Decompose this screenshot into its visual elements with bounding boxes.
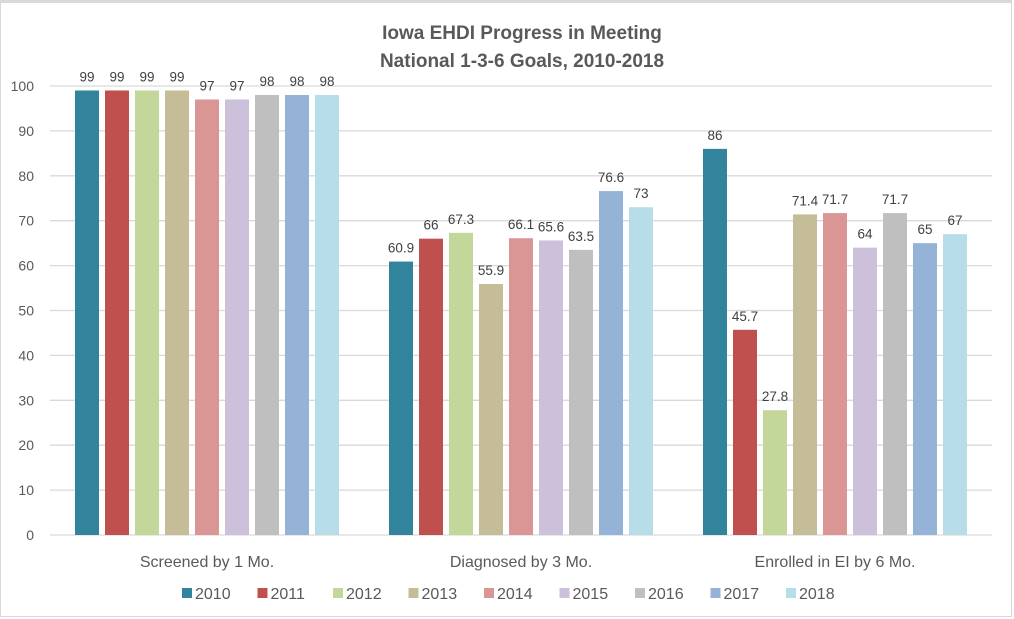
legend-label: 2010 (195, 586, 231, 603)
data-label: 73 (633, 186, 648, 201)
data-label: 98 (319, 74, 334, 89)
bar-2013-3 (793, 214, 817, 535)
data-label: 99 (139, 69, 154, 84)
y-tick-label: 0 (26, 527, 34, 543)
data-label: 60.9 (388, 241, 414, 256)
legend-swatch-2013 (408, 588, 419, 598)
bar-2015-1 (225, 99, 249, 535)
data-label: 71.4 (792, 193, 819, 208)
bar-2010-1 (75, 90, 99, 536)
x-category-label: Screened by 1 Mo. (140, 554, 274, 571)
y-tick-label: 20 (18, 437, 34, 453)
data-label: 98 (259, 74, 274, 89)
bar-2010-2 (389, 261, 413, 535)
y-tick-label: 90 (18, 123, 34, 139)
legend-swatch-2012 (333, 588, 343, 598)
data-label: 97 (199, 78, 214, 93)
bar-2016-2 (569, 249, 593, 535)
legend-label: 2016 (648, 586, 684, 603)
legend-label: 2014 (497, 586, 533, 603)
bar-2016-3 (883, 213, 907, 535)
bar-2010-3 (703, 148, 727, 536)
legend-label: 2018 (799, 586, 835, 603)
data-label: 71.7 (882, 192, 908, 207)
bar-2017-2 (599, 191, 623, 536)
data-label: 99 (169, 69, 184, 84)
data-label: 86 (707, 128, 722, 143)
legend-swatch-2017 (710, 588, 721, 598)
bars (75, 90, 967, 536)
legend: 2010 2011 2012 2013 2014 2015 2016 2017 2018 (182, 586, 835, 603)
legend-label: 2011 (271, 586, 306, 603)
data-label: 64 (857, 227, 873, 242)
data-label: 76.6 (598, 170, 624, 185)
bar-2013-2 (479, 284, 503, 535)
y-tick-label: 70 (18, 213, 34, 229)
legend-label: 2017 (724, 586, 760, 603)
data-label: 27.8 (762, 389, 788, 404)
x-category-label: Diagnosed by 3 Mo. (450, 554, 592, 571)
bar-2014-1 (195, 99, 219, 535)
data-label: 65 (917, 222, 932, 237)
data-label: 55.9 (478, 263, 504, 278)
bar-2017-3 (913, 243, 937, 535)
bar-2011-3 (733, 329, 757, 535)
bar-2014-2 (509, 238, 533, 535)
data-label: 99 (109, 69, 124, 84)
bar-2012-1 (135, 90, 159, 536)
bar-2011-2 (419, 238, 443, 535)
data-label: 99 (79, 69, 94, 84)
data-label: 65.6 (538, 219, 564, 234)
y-tick-label: 10 (18, 482, 34, 498)
y-tick-label: 30 (18, 392, 34, 408)
bar-2013-1 (165, 90, 189, 536)
y-tick-label: 40 (18, 347, 34, 363)
bar-2011-1 (105, 90, 129, 536)
data-label: 66.1 (508, 217, 534, 232)
data-label: 98 (289, 74, 304, 89)
data-label: 67.3 (448, 212, 474, 227)
bar-2016-1 (255, 94, 279, 535)
y-tick-label: 80 (18, 168, 34, 184)
data-label: 97 (229, 78, 244, 93)
data-label: 45.7 (732, 309, 758, 324)
legend-label: 2015 (573, 586, 609, 603)
data-label: 67 (947, 213, 962, 228)
bar-2018-3 (943, 234, 967, 536)
bar-2018-2 (629, 207, 653, 536)
data-label: 66 (423, 218, 438, 233)
data-labels: 99 99 99 99 97 97 98 98 98 60.9 66 67.3 55.9 66.1 65.6… (79, 69, 962, 404)
legend-swatch-2011 (257, 588, 268, 598)
legend-label: 2013 (422, 586, 458, 603)
legend-swatch-2018 (786, 588, 796, 598)
y-tick-label: 50 (18, 303, 34, 319)
y-tick-label: 100 (11, 78, 35, 94)
legend-label: 2012 (346, 586, 382, 603)
bar-2015-2 (539, 240, 563, 535)
bar-2017-1 (285, 94, 309, 535)
bar-2014-3 (823, 213, 847, 535)
legend-swatch-2010 (182, 588, 192, 598)
chart-title-line-1: Iowa EHDI Progress in Meeting (382, 23, 662, 44)
bar-2018-1 (315, 94, 339, 535)
chart-title-line-2: National 1-3-6 Goals, 2010-2018 (380, 51, 664, 72)
legend-swatch-2014 (484, 588, 494, 598)
bar-2012-2 (449, 232, 473, 535)
y-axis-ticks: 0 10 20 30 40 50 60 70 80 90 100 (11, 78, 35, 543)
y-tick-label: 60 (18, 258, 34, 274)
data-label: 71.7 (822, 192, 848, 207)
legend-swatch-2015 (559, 588, 570, 598)
bar-2012-3 (763, 410, 787, 535)
x-category-label: Enrolled in EI by 6 Mo. (755, 554, 916, 571)
x-axis-categories: Screened by 1 Mo. Diagnosed by 3 Mo. Enrol… (140, 554, 916, 571)
bar-2015-3 (853, 247, 877, 535)
legend-swatch-2016 (635, 588, 645, 598)
data-label: 63.5 (568, 229, 594, 244)
